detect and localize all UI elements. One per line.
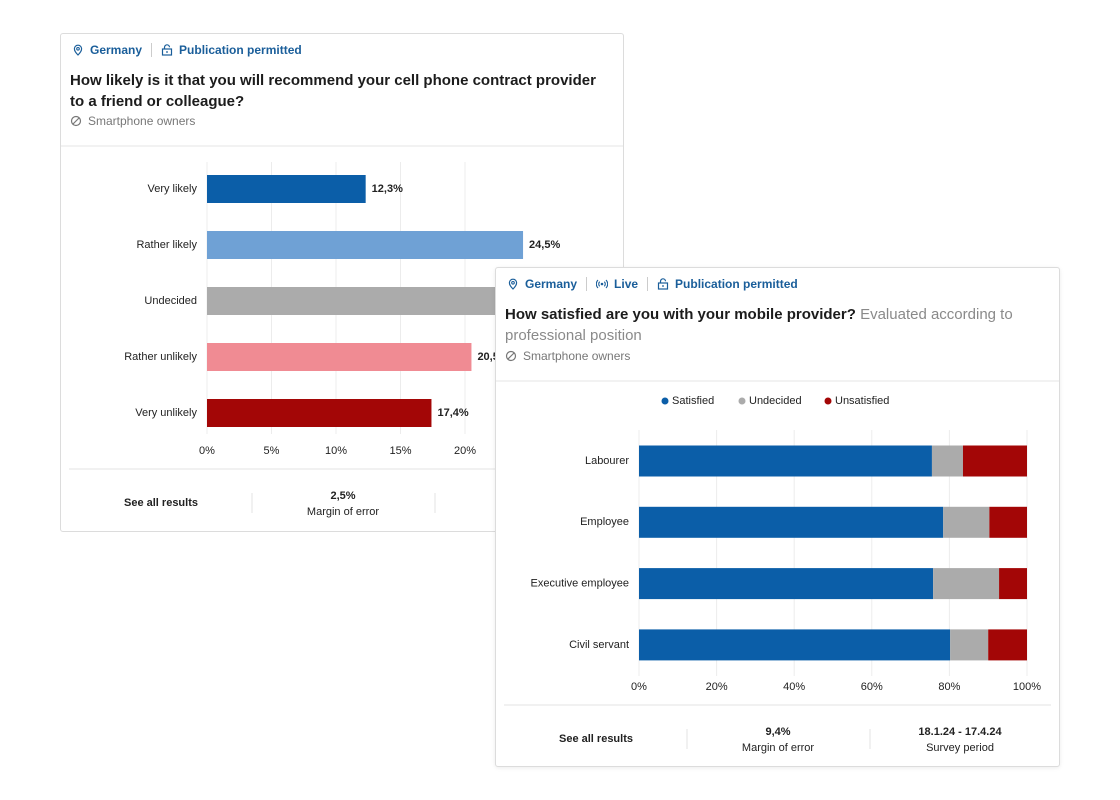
tag: Live (596, 277, 638, 291)
audience-text: Smartphone owners (88, 114, 196, 128)
tag: Germany (507, 277, 577, 291)
bar-segment (950, 629, 989, 661)
x-tick-label: 15% (389, 445, 411, 457)
y-tick-label: Civil servant (569, 639, 629, 651)
stat-label: Margin of error (307, 506, 379, 518)
y-tick-label: Rather likely (136, 239, 197, 251)
audience: Smartphone owners (70, 114, 195, 128)
y-tick-label: Undecided (144, 295, 197, 307)
audience-text: Smartphone owners (523, 349, 631, 363)
x-tick-label: 100% (1013, 681, 1041, 693)
legend-marker (824, 397, 832, 405)
bar (207, 231, 524, 259)
tag-icon (161, 44, 173, 56)
stat-value: 2,5% (330, 490, 355, 502)
bar-segment (639, 506, 944, 538)
tag: Germany (72, 43, 142, 57)
y-tick-label: Rather unlikely (124, 351, 197, 363)
bar-segment (933, 568, 1000, 600)
see-all-link[interactable]: See all results (559, 733, 633, 745)
tag-text: Germany (525, 277, 578, 291)
audience: Smartphone owners (505, 349, 630, 363)
chart: 0% 20% 40% 60% 80% 100% Labourer Employee Execut… (496, 380, 1059, 754)
x-tick-label: 80% (938, 681, 960, 693)
bar-segment (931, 445, 963, 477)
bar-segment (999, 568, 1027, 600)
x-tick-label: 10% (325, 445, 347, 457)
bar (207, 175, 366, 203)
x-tick-label: 20% (706, 681, 728, 693)
audience-icon (70, 115, 82, 127)
title-subtitle: Evaluated according to professional posi… (505, 306, 1013, 344)
card-title: How likely is it that you will recommend… (70, 70, 610, 112)
tag-icon (596, 279, 609, 289)
value-label: 12,3% (372, 183, 403, 195)
value-label: 17,4% (437, 407, 468, 419)
tag-separator (151, 43, 153, 57)
x-tick-label: 40% (783, 681, 805, 693)
legend-label: Undecided (749, 395, 802, 407)
tag-separator (586, 277, 588, 291)
bar-segment (988, 629, 1027, 661)
title-text: How likely is it that you will recommend… (70, 72, 596, 110)
bar-segment (639, 445, 932, 477)
stat-label: Survey period (926, 742, 994, 754)
chart: 0% 5% 10% 15% 20% Very likely 12,3% Rather like… (61, 145, 623, 518)
stat-value: 9,4% (765, 726, 790, 738)
x-tick-label: 5% (264, 445, 280, 457)
tag-text: Publication permitted (179, 43, 302, 57)
legend-marker (738, 397, 746, 405)
legend-marker (661, 397, 669, 405)
bar (207, 343, 472, 371)
card-title: How satisfied are you with your mobile p… (505, 304, 1045, 346)
x-tick-label: 0% (199, 445, 215, 457)
tag: Publication permitted (657, 277, 798, 291)
bar-segment (943, 506, 990, 538)
title-text: How satisfied are you with your mobile p… (505, 306, 856, 323)
y-tick-label: Very unlikely (135, 407, 197, 419)
bar-segment (962, 445, 1027, 477)
value-label: 24,5% (529, 239, 560, 251)
tag-text: Publication permitted (675, 277, 798, 291)
bar-segment (639, 629, 951, 661)
tags: Germany Publication permitted (72, 41, 302, 59)
y-tick-label: Very likely (147, 183, 197, 195)
stat-value: 18.1.24 - 17.4.24 (918, 726, 1002, 738)
bar (207, 287, 536, 315)
tag-text: Live (614, 277, 639, 291)
x-tick-label: 20% (454, 445, 476, 457)
card: Germany Live Publication permitted How sat… (495, 267, 1060, 767)
see-all-link[interactable]: See all results (124, 497, 198, 509)
tag-text: Germany (90, 43, 143, 57)
tags: Germany Live Publication permitted (507, 275, 798, 293)
y-tick-label: Labourer (585, 455, 629, 467)
legend-label: Unsatisfied (835, 395, 889, 407)
bar-segment (989, 506, 1027, 538)
audience-icon (505, 350, 517, 362)
y-tick-label: Executive employee (531, 578, 629, 590)
legend-label: Satisfied (672, 395, 714, 407)
tag-icon (508, 278, 518, 290)
bar (207, 399, 432, 427)
tag-icon (657, 278, 669, 290)
tag-icon (73, 44, 83, 56)
x-tick-label: 0% (631, 681, 647, 693)
y-tick-label: Employee (580, 516, 629, 528)
tag-separator (647, 277, 649, 291)
x-tick-label: 60% (861, 681, 883, 693)
stat-label: Margin of error (742, 742, 814, 754)
tag: Publication permitted (161, 43, 302, 57)
bar-segment (639, 568, 934, 600)
